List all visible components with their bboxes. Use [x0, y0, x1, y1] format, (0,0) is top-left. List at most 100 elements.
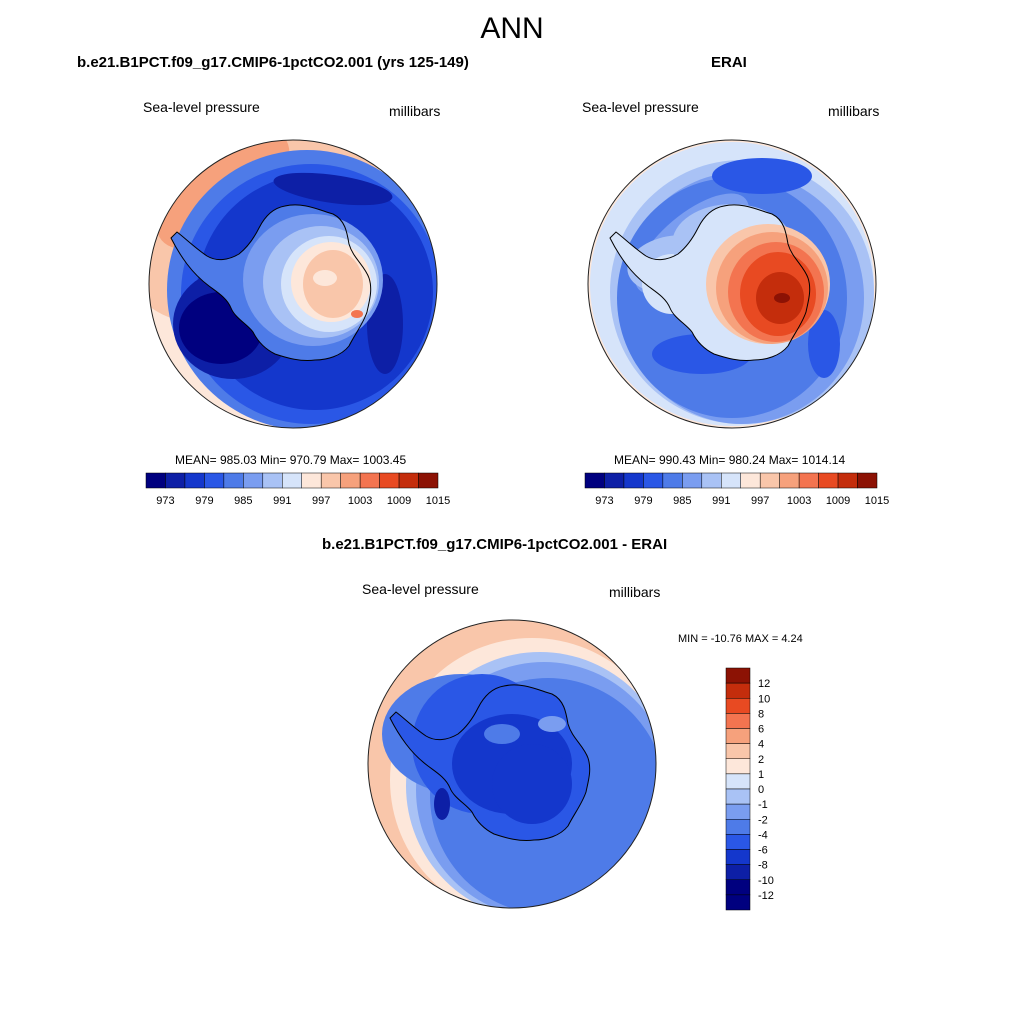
- cbar3-tick-label: 1: [758, 769, 764, 781]
- cbar1-tick-label: 1015: [426, 495, 450, 507]
- cbar3-swatch: [725, 803, 751, 820]
- map2-antarctica-coastline: [609, 204, 811, 361]
- map1-contour-band: [313, 270, 337, 286]
- panel2-stats: MEAN= 990.43 Min= 980.24 Max= 1014.14: [614, 453, 846, 467]
- cbar1-tick-label: 1003: [348, 495, 372, 507]
- map1-antarctica-coastline: [170, 204, 372, 361]
- cbar3-swatch: [725, 864, 751, 880]
- map3-contour-band: [434, 788, 450, 820]
- map1-contour-band: [303, 250, 363, 318]
- panel1-stats: MEAN= 985.03 Min= 970.79 Max= 1003.45: [175, 453, 407, 467]
- map2-field: [588, 140, 876, 428]
- panel1-units-label: millibars: [389, 103, 441, 119]
- map2-contour-band: [774, 293, 790, 303]
- cbar1-swatch: [418, 472, 439, 489]
- cbar3-tick-label: -1: [758, 799, 768, 811]
- cbar2-tick-label: 991: [712, 495, 730, 507]
- cbar2-swatch: [779, 472, 800, 489]
- cbar2-tick-label: 973: [595, 495, 613, 507]
- cbar1-swatch: [340, 472, 361, 489]
- map3-map-boundary: [367, 619, 657, 909]
- cbar3-swatch: [725, 773, 751, 790]
- panel2-variable-label: Sea-level pressure: [582, 99, 699, 115]
- panel3-stats: MIN = -10.76 MAX = 4.24: [678, 633, 803, 645]
- cbar1-swatch: [379, 472, 400, 489]
- figure-title: ANN: [480, 12, 544, 45]
- cbar3-swatch: [725, 819, 751, 835]
- cbar2-tick-label: 1009: [826, 495, 850, 507]
- panel3-polar-map: [367, 619, 657, 909]
- cbar1-tick-label: 1009: [387, 495, 411, 507]
- cbar3-tick-label: -2: [758, 814, 768, 826]
- cbar2-swatch: [759, 472, 780, 489]
- panel3-variable-label: Sea-level pressure: [362, 581, 479, 597]
- map2-map-boundary: [587, 139, 877, 429]
- cbar3-tick-label: 4: [758, 739, 764, 751]
- cbar2-swatch: [837, 472, 858, 489]
- cbar1-swatch: [359, 472, 380, 489]
- cbar1-swatch: [301, 472, 322, 489]
- cbar3-swatch: [725, 728, 751, 744]
- cbar3-tick-label: -8: [758, 860, 768, 872]
- panel2-polar-map: [587, 139, 877, 429]
- cbar3-tick-label: 2: [758, 754, 764, 766]
- map1-field: [149, 140, 437, 428]
- cbar3-tick-label: -10: [758, 875, 774, 887]
- cbar1-swatch: [145, 472, 166, 489]
- cbar2-swatch: [682, 472, 703, 489]
- cbar2-tick-label: 979: [634, 495, 652, 507]
- cbar3-tick-label: 8: [758, 708, 764, 720]
- cbar2-swatch: [604, 472, 625, 489]
- cbar1-tick-label: 985: [234, 495, 252, 507]
- cbar2-swatch: [740, 472, 761, 489]
- panel1-variable-label: Sea-level pressure: [143, 99, 260, 115]
- cbar3-tick-label: -12: [758, 890, 774, 902]
- cbar1-swatch: [320, 472, 341, 489]
- cbar3-swatch: [725, 758, 751, 775]
- panel3-units-label: millibars: [609, 584, 661, 600]
- cbar2-tick-label: 1003: [787, 495, 811, 507]
- cbar1-swatch: [262, 472, 283, 489]
- cbar3-tick-label: 10: [758, 693, 770, 705]
- cbar1-tick-label: 979: [195, 495, 213, 507]
- cbar3-swatch: [725, 834, 751, 850]
- cbar1-swatch: [282, 472, 302, 489]
- cbar2-swatch: [818, 472, 839, 489]
- cbar1-swatch: [184, 472, 205, 489]
- panel2-units-label: millibars: [828, 103, 880, 119]
- cbar1-tick-label: 997: [312, 495, 330, 507]
- cbar3-swatch: [725, 788, 751, 805]
- cbar1-tick-label: 973: [156, 495, 174, 507]
- cbar2-tick-label: 1015: [865, 495, 889, 507]
- cbar2-tick-label: 985: [673, 495, 691, 507]
- cbar3-tick-label: -4: [758, 829, 768, 841]
- cbar2-swatch: [662, 472, 683, 489]
- map2-contour-band: [808, 310, 840, 378]
- map3-field: [368, 620, 656, 908]
- map1-map-boundary: [148, 139, 438, 429]
- cbar2-swatch: [584, 472, 605, 489]
- panel1-title: b.e21.B1PCT.f09_g17.CMIP6-1pctCO2.001 (y…: [77, 54, 469, 71]
- cbar2-swatch: [857, 472, 878, 489]
- map2-contour-band: [712, 158, 812, 194]
- map3-contour-band: [538, 716, 566, 732]
- cbar3-swatch: [725, 698, 751, 714]
- panel3-title: b.e21.B1PCT.f09_g17.CMIP6-1pctCO2.001 - …: [322, 536, 668, 553]
- cbar1-swatch: [243, 472, 264, 489]
- map1-contour-band: [351, 310, 363, 318]
- cbar3-swatch: [725, 894, 751, 911]
- cbar2-swatch: [798, 472, 819, 489]
- panel1-colorbar: 973 979 985 991 997 1003 1009 1015: [145, 472, 450, 507]
- cbar3-swatch: [725, 743, 751, 759]
- panel1-polar-map: [148, 139, 438, 429]
- cbar3-tick-label: 12: [758, 678, 770, 690]
- panel2-title: ERAI: [711, 54, 747, 71]
- cbar2-tick-label: 997: [751, 495, 769, 507]
- cbar3-tick-label: -6: [758, 845, 768, 857]
- cbar2-swatch: [701, 472, 722, 489]
- map3-contour-band: [492, 744, 572, 824]
- cbar1-swatch: [204, 472, 225, 489]
- cbar1-swatch: [165, 472, 186, 489]
- map3-contour-band: [484, 724, 520, 744]
